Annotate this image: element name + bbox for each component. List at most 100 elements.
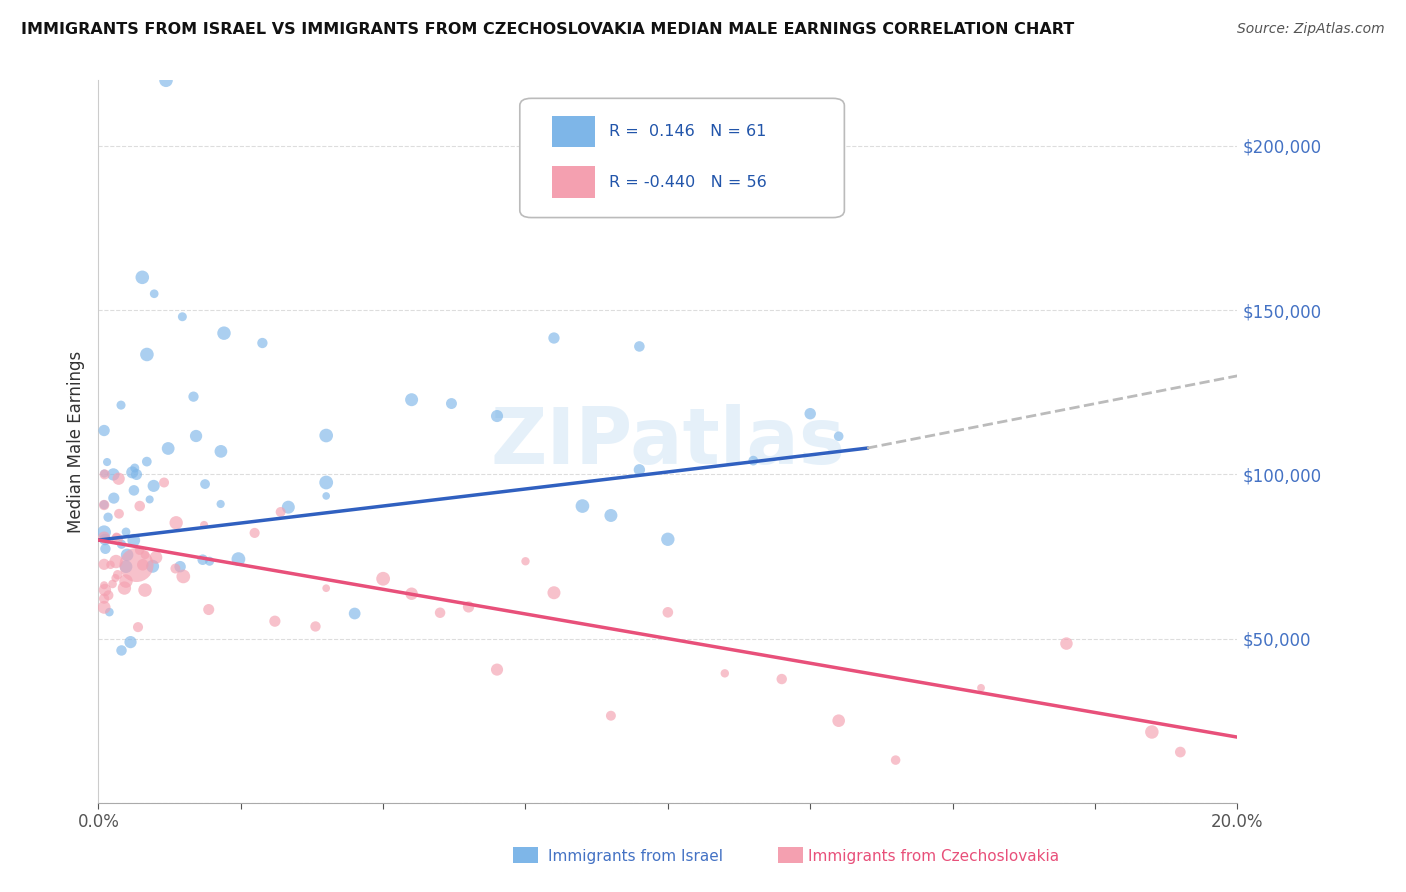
Point [153,475,176,490]
Point [315,428,337,442]
Point [135,347,157,361]
Point [401,392,423,407]
Point [142,479,165,493]
Point [799,407,821,421]
Point [212,326,235,341]
Point [657,605,679,619]
Point [104,571,127,585]
Point [93,525,115,540]
Point [315,475,337,490]
Point [194,477,217,491]
Point [264,614,287,628]
Point [486,663,509,677]
Point [128,543,150,558]
Point [97,510,120,524]
Text: R =  0.146   N = 61: R = 0.146 N = 61 [609,124,766,139]
Point [132,558,155,572]
Point [112,581,135,595]
Text: Immigrants from Czechoslovakia: Immigrants from Czechoslovakia [808,849,1060,863]
Point [125,558,148,572]
Point [103,467,125,482]
FancyBboxPatch shape [520,98,845,218]
Point [93,600,115,615]
Point [193,518,215,533]
Point [828,714,851,728]
Y-axis label: Median Male Earnings: Median Male Earnings [66,351,84,533]
Point [252,336,274,351]
Point [115,559,138,574]
Point [600,708,623,723]
Point [138,492,160,507]
Point [93,591,115,606]
Point [125,467,148,482]
Point [277,500,299,515]
Point [98,605,121,619]
Point [315,489,337,503]
Point [93,578,115,592]
Point [228,552,250,566]
Point [628,463,651,477]
Point [103,491,125,505]
Text: IMMIGRANTS FROM ISRAEL VS IMMIGRANTS FROM CZECHOSLOVAKIA MEDIAN MALE EARNINGS CO: IMMIGRANTS FROM ISRAEL VS IMMIGRANTS FRO… [21,22,1074,37]
Text: ZIPatlas: ZIPatlas [491,403,845,480]
Point [1056,636,1078,650]
Point [110,537,132,551]
Point [115,524,138,539]
Point [970,681,993,695]
Point [714,666,737,681]
Point [134,548,156,562]
Point [209,497,232,511]
Point [343,607,366,621]
Point [93,531,115,545]
Point [183,390,205,404]
Point [135,454,157,468]
Point [884,753,907,767]
Point [97,588,120,602]
Point [93,498,115,512]
Point [94,533,117,547]
Point [93,558,115,572]
Point [172,569,194,583]
Point [115,548,138,562]
Point [169,559,191,574]
Point [165,516,187,530]
Point [315,581,337,595]
Point [198,554,221,568]
Point [209,444,232,458]
Point [121,466,143,480]
Point [1140,725,1163,739]
Point [197,602,219,616]
Point [94,541,117,556]
Point [172,310,194,324]
Point [828,429,851,443]
Point [93,467,115,482]
Point [122,483,145,498]
Point [184,429,207,443]
Point [110,643,132,657]
Point [486,409,509,423]
Point [134,583,156,598]
Point [101,577,124,591]
Point [107,472,129,486]
Point [142,559,165,574]
Point [96,455,118,469]
Point [429,606,451,620]
Point [543,331,565,345]
Point [105,555,128,569]
Point [571,499,593,513]
Point [304,619,326,633]
Point [165,561,187,575]
Point [628,339,651,353]
Point [120,635,142,649]
Point [155,73,177,87]
Bar [551,116,595,147]
Point [105,532,128,546]
Point [157,442,180,456]
Point [191,552,214,566]
Text: R = -0.440   N = 56: R = -0.440 N = 56 [609,175,766,189]
Point [657,533,679,547]
Point [127,620,149,634]
Point [457,599,479,614]
Point [122,533,145,548]
Point [1170,745,1192,759]
